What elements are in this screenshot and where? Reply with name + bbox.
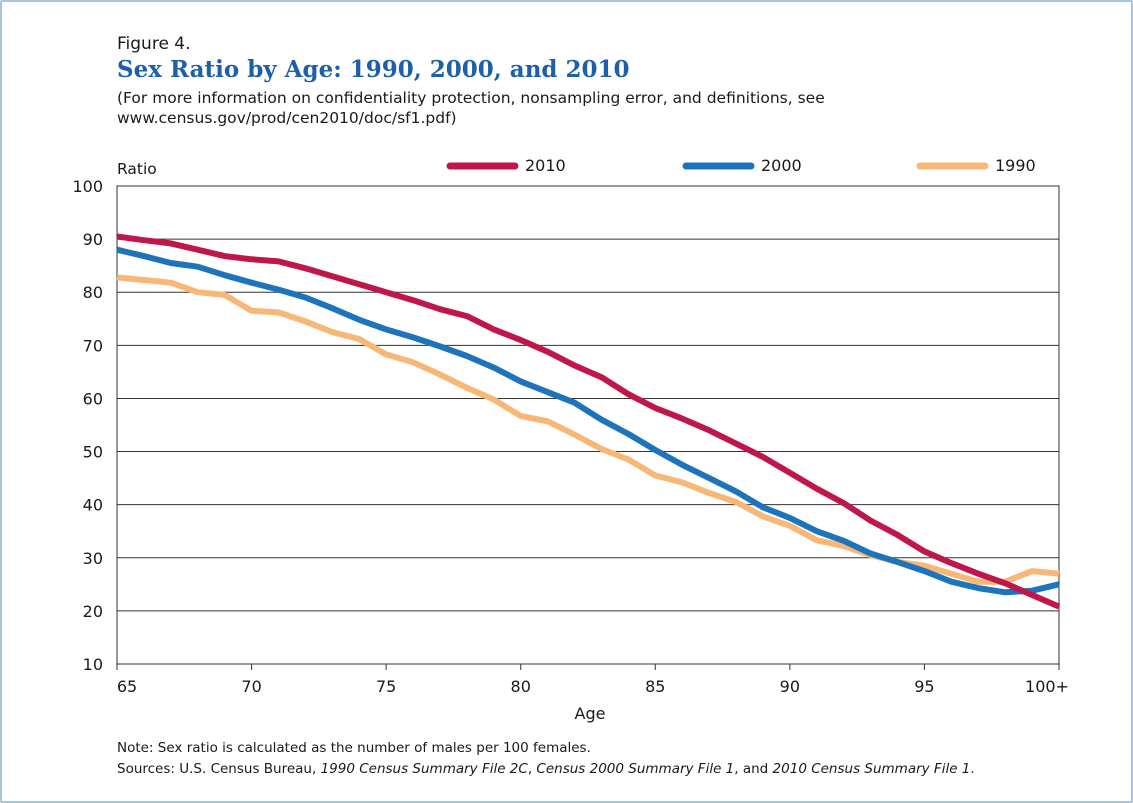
figure-subtitle: (For more information on confidentiality… [117, 88, 997, 128]
legend-label-2010: 2010 [525, 156, 566, 175]
y-tick-label-80: 80 [83, 283, 103, 302]
y-tick-label-70: 70 [83, 336, 103, 355]
x-tick-label-65: 65 [117, 677, 137, 696]
figure-subtitle-line2: www.census.gov/prod/cen2010/doc/sf1.pdf) [117, 109, 457, 127]
x-tick-label-90: 90 [780, 677, 800, 696]
figure-label: Figure 4. [117, 34, 191, 54]
y-axis-title: Ratio [117, 160, 157, 178]
y-tick-label-60: 60 [83, 389, 103, 408]
sources-text: Sources: U.S. Census Bureau, 1990 Census… [117, 759, 975, 780]
x-axis-title: Age [575, 704, 606, 723]
x-tick-label-80: 80 [511, 677, 531, 696]
legend-label-2000: 2000 [761, 156, 802, 175]
y-tick-label-40: 40 [83, 496, 103, 515]
series-line-2000 [116, 246, 1060, 596]
source-2010: 2010 Census Summary File 1 [772, 761, 971, 777]
sources-prefix: Sources: U.S. Census Bureau, [117, 761, 321, 777]
y-tick-label-100: 100 [72, 177, 103, 196]
x-tick-label-75: 75 [376, 677, 396, 696]
plot-area [116, 185, 1060, 665]
x-tick-label-85: 85 [645, 677, 665, 696]
sources-sep1: , [527, 761, 537, 777]
y-tick-label-10: 10 [83, 655, 103, 674]
x-tick-label-100+: 100+ [1025, 677, 1069, 696]
sources-end: . [970, 761, 975, 777]
x-tick-label-95: 95 [914, 677, 934, 696]
legend-label-1990: 1990 [995, 156, 1036, 175]
figure-subtitle-line1: (For more information on confidentiality… [117, 89, 825, 107]
x-tick-label-70: 70 [241, 677, 261, 696]
note-text: Note: Sex ratio is calculated as the num… [117, 740, 591, 756]
source-1990: 1990 Census Summary File 2C [320, 761, 528, 777]
y-tick-label-20: 20 [83, 602, 103, 621]
y-tick-label-50: 50 [83, 443, 103, 462]
y-tick-label-90: 90 [83, 230, 103, 249]
figure-notes: Note: Sex ratio is calculated as the num… [117, 738, 975, 780]
sources-sep2: , and [734, 761, 773, 777]
figure-title: Sex Ratio by Age: 1990, 2000, and 2010 [117, 56, 630, 83]
source-2000: Census 2000 Summary File 1 [536, 761, 735, 777]
series-line-2010 [116, 233, 1061, 610]
y-tick-label-30: 30 [83, 549, 103, 568]
